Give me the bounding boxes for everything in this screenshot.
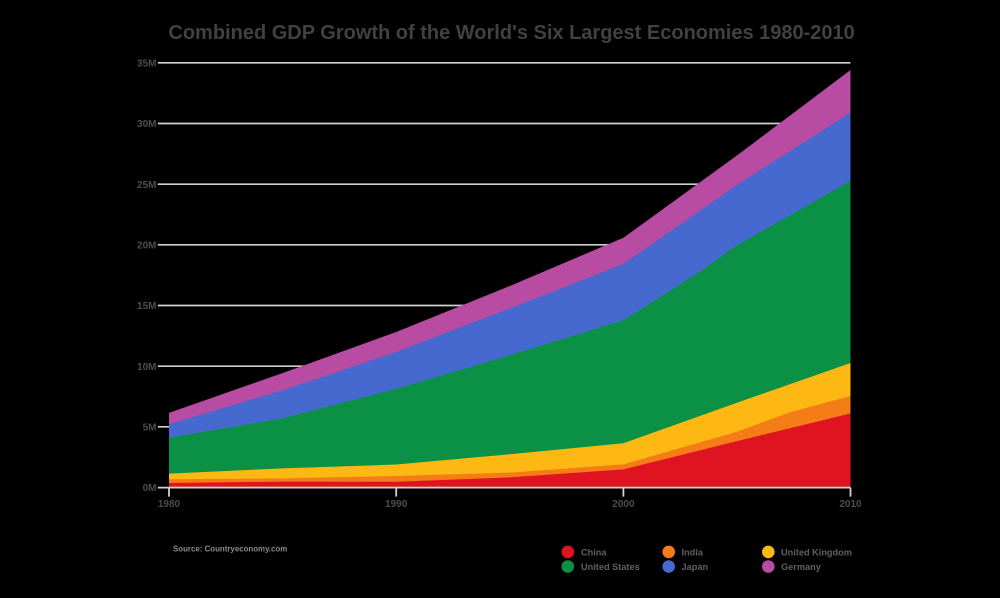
svg-text:35M: 35M [137,58,156,69]
svg-text:0M: 0M [143,483,157,494]
svg-text:1980: 1980 [158,499,181,510]
svg-text:China: China [581,547,607,557]
svg-text:India: India [682,547,704,557]
svg-text:2000: 2000 [612,499,635,510]
svg-text:Germany: Germany [781,562,822,572]
svg-text:25M: 25M [137,180,156,191]
svg-text:1990: 1990 [385,499,408,510]
svg-text:United Kingdom: United Kingdom [781,547,852,557]
svg-text:Japan: Japan [682,562,709,572]
svg-text:5M: 5M [143,422,157,433]
svg-text:Combined GDP Growth of the Wor: Combined GDP Growth of the World's Six L… [168,22,854,44]
svg-text:20M: 20M [137,240,156,251]
svg-text:2010: 2010 [839,499,862,510]
svg-text:15M: 15M [137,301,156,312]
svg-text:10M: 10M [137,362,156,373]
svg-text:30M: 30M [137,119,156,130]
svg-text:United States: United States [581,562,640,572]
svg-text:Source: Countryeconomy.com: Source: Countryeconomy.com [173,545,287,554]
